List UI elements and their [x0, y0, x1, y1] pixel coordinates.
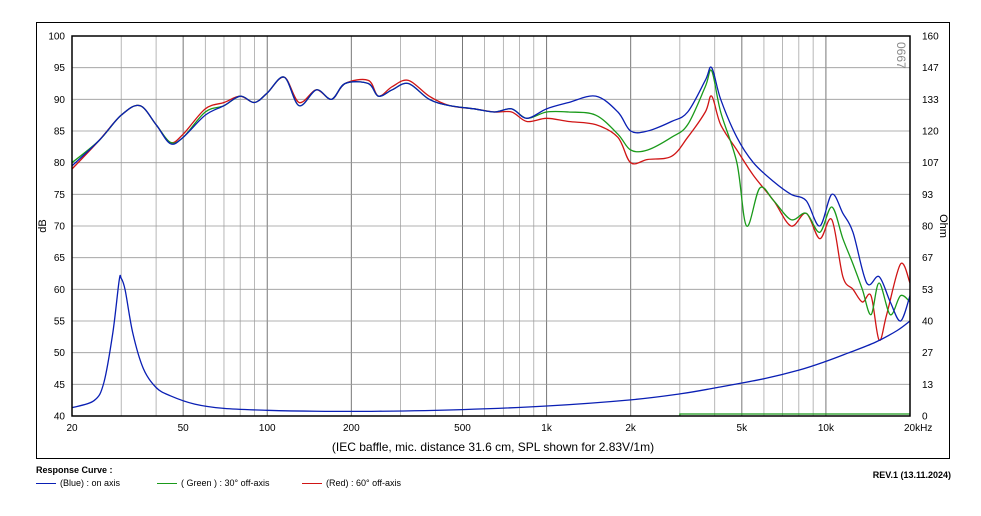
- y-axis-label-right: Ohm: [937, 214, 949, 238]
- chart-frame: [36, 22, 950, 459]
- legend-swatch-blue: [36, 482, 56, 484]
- y-tick-label-right: 160: [922, 32, 939, 43]
- y-tick-label-left: 70: [54, 222, 66, 233]
- x-tick-label: 200: [343, 423, 360, 434]
- y-tick-label-left: 40: [54, 412, 66, 423]
- legend-label-red: (Red) : 60° off-axis: [326, 478, 401, 488]
- y-tick-label-right: 13: [922, 380, 934, 391]
- blue-on-axis-line: [71, 66, 911, 322]
- x-tick-label: 500: [454, 423, 471, 434]
- y-tick-label-right: 107: [922, 158, 939, 169]
- x-tick-label: 10k: [818, 423, 835, 434]
- x-tick-label: 100: [259, 423, 276, 434]
- y-tick-label-left: 45: [54, 380, 66, 391]
- y-tick-label-right: 80: [922, 222, 934, 233]
- y-tick-label-right: 40: [922, 317, 934, 328]
- y-tick-label-left: 90: [54, 95, 66, 106]
- y-tick-label-right: 0: [922, 412, 928, 423]
- x-tick-label: 20kHz: [904, 423, 932, 434]
- y-tick-label-right: 67: [922, 253, 934, 264]
- y-tick-label-right: 147: [922, 63, 939, 74]
- legend-swatch-green: [157, 482, 177, 484]
- impedance-line: [71, 274, 911, 413]
- y-tick-label-left: 95: [54, 63, 66, 74]
- axes: 40 45 50 55 60 65 70 75 80 85 90 95 100 0 13 27 40 53 67 80…: [48, 32, 939, 435]
- y-tick-label-left: 55: [54, 317, 66, 328]
- legend-swatch-red: [302, 482, 322, 484]
- y-tick-label-left: 85: [54, 127, 66, 138]
- legend-label-blue: (Blue) : on axis: [60, 478, 121, 488]
- y-tick-label-right: 27: [922, 348, 934, 359]
- y-tick-label-left: 75: [54, 190, 66, 201]
- x-tick-label: 2k: [625, 423, 637, 434]
- grid: [71, 35, 911, 417]
- y-tick-label-left: 65: [54, 253, 66, 264]
- series-lines: [71, 66, 911, 413]
- y-tick-label-left: 60: [54, 285, 66, 296]
- legend-title: Response Curve :: [36, 465, 113, 475]
- y-tick-label-right: 93: [922, 190, 934, 201]
- red-60deg-line: [71, 76, 911, 341]
- y-tick-label-right: 120: [922, 127, 939, 138]
- plot-border: [71, 35, 911, 417]
- y-tick-label-right: 53: [922, 285, 934, 296]
- y-axis-label-left: dB: [37, 219, 49, 232]
- legend-item-red: (Red) : 60° off-axis: [302, 478, 401, 488]
- chart-caption: (IEC baffle, mic. distance 31.6 cm, SPL …: [331, 440, 655, 454]
- y-tick-label-left: 80: [54, 158, 66, 169]
- y-tick-label-left: 100: [48, 32, 65, 43]
- legend-label-green: ( Green ) : 30° off-axis: [181, 478, 270, 488]
- x-tick-label: 1k: [541, 423, 553, 434]
- legend-item-green: ( Green ) : 30° off-axis: [157, 478, 269, 488]
- x-tick-label: 5k: [737, 423, 749, 434]
- watermark: 0667: [894, 42, 908, 69]
- revision-note: REV.1 (13.11.2024): [872, 470, 951, 480]
- y-tick-label-left: 50: [54, 348, 66, 359]
- y-tick-label-right: 133: [922, 95, 939, 106]
- legend-item-blue: (Blue) : on axis: [36, 478, 120, 488]
- x-tick-label: 50: [178, 423, 190, 434]
- x-tick-label: 20: [66, 423, 78, 434]
